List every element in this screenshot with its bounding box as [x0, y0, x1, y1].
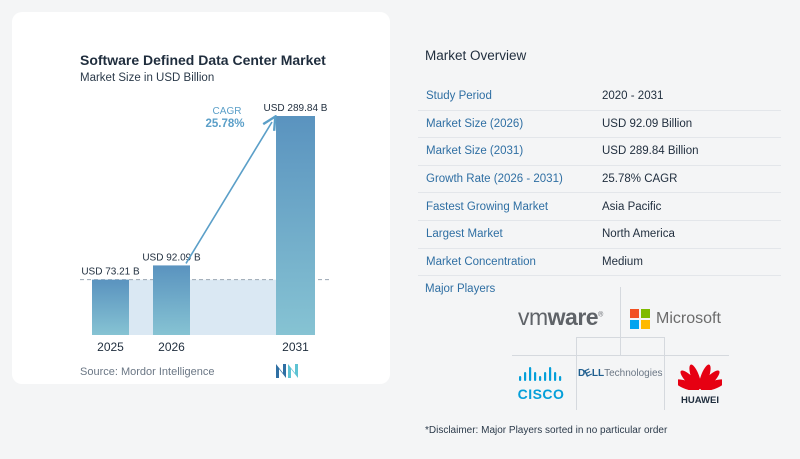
dell-technologies-logo: DELLTechnologies — [578, 367, 663, 380]
x-tick-2025: 2025 — [97, 340, 124, 354]
overview-key: Market Concentration — [418, 248, 588, 277]
huawei-wordmark: HUAWEI — [681, 395, 719, 406]
overview-row: Growth Rate (2026 - 2031) 25.78% CAGR — [418, 165, 781, 194]
vmware-logo: vmware® — [518, 304, 603, 330]
data-label-2025: USD 73.21 B — [81, 267, 140, 278]
cagr-label: CAGR — [213, 106, 242, 117]
x-tick-2026: 2026 — [158, 340, 185, 354]
overview-row: Study Period 2020 - 2031 — [418, 83, 781, 111]
players-divider — [664, 337, 665, 410]
overview-value: Asia Pacific — [588, 192, 781, 221]
overview-value: North America — [588, 220, 781, 249]
overview-value: Medium — [588, 248, 781, 277]
disclaimer: *Disclaimer: Major Players sorted in no … — [425, 425, 668, 436]
chart-title: Software Defined Data Center Market — [80, 52, 326, 68]
overview-key: Growth Rate (2026 - 2031) — [418, 165, 588, 194]
cisco-wordmark: CISCO — [517, 386, 565, 402]
cagr-arrow — [185, 122, 272, 264]
data-label-2026: USD 92.09 B — [142, 252, 201, 263]
overview-key: Fastest Growing Market — [418, 192, 588, 221]
data-label-2031: USD 289.84 B — [264, 103, 328, 114]
overview-key: Market Size (2031) — [418, 137, 588, 166]
players-divider — [576, 337, 664, 338]
microsoft-squares-icon — [630, 309, 650, 329]
huawei-petals-icon — [674, 364, 726, 392]
overview-value: USD 289.84 Billion — [588, 137, 781, 166]
overview-value: 2020 - 2031 — [588, 83, 781, 111]
players-divider — [620, 287, 621, 355]
overview-row: Fastest Growing Market Asia Pacific — [418, 192, 781, 221]
players-divider — [512, 355, 729, 356]
bar-2026 — [153, 265, 190, 335]
microsoft-logo: Microsoft — [630, 309, 721, 329]
bar-2031 — [276, 116, 315, 335]
players-divider — [576, 337, 577, 410]
market-overview-title: Market Overview — [425, 48, 527, 63]
overview-row: Market Size (2026) USD 92.09 Billion — [418, 110, 781, 139]
microsoft-wordmark: Microsoft — [656, 310, 721, 327]
chart-subtitle: Market Size in USD Billion — [80, 72, 215, 84]
overview-row: Largest Market North America — [418, 220, 781, 249]
overview-key: Study Period — [418, 83, 588, 111]
chart-source: Source: Mordor Intelligence — [80, 366, 215, 378]
overview-value: 25.78% CAGR — [588, 165, 781, 194]
cagr-value: 25.78% — [205, 118, 244, 130]
bar-2025 — [92, 279, 129, 335]
overview-key: Market Size (2026) — [418, 110, 588, 139]
overview-key: Largest Market — [418, 220, 588, 249]
mordor-intelligence-logo-icon — [276, 364, 298, 378]
x-tick-2031: 2031 — [282, 340, 309, 354]
market-overview-table: Study Period 2020 - 2031 Market Size (2026… — [418, 83, 781, 277]
bar-chart: USD 73.21 B 2025 USD 92.09 B 2026 USD 289.84… — [80, 103, 330, 354]
huawei-logo: HUAWEI — [672, 360, 728, 406]
cisco-bridge-icon — [519, 367, 562, 381]
major-players-title: Major Players — [425, 283, 496, 295]
overview-value: USD 92.09 Billion — [588, 110, 781, 139]
overview-row: Market Concentration Medium — [418, 248, 781, 277]
overview-row: Market Size (2031) USD 289.84 Billion — [418, 137, 781, 166]
cisco-logo: CISCO — [514, 366, 568, 402]
